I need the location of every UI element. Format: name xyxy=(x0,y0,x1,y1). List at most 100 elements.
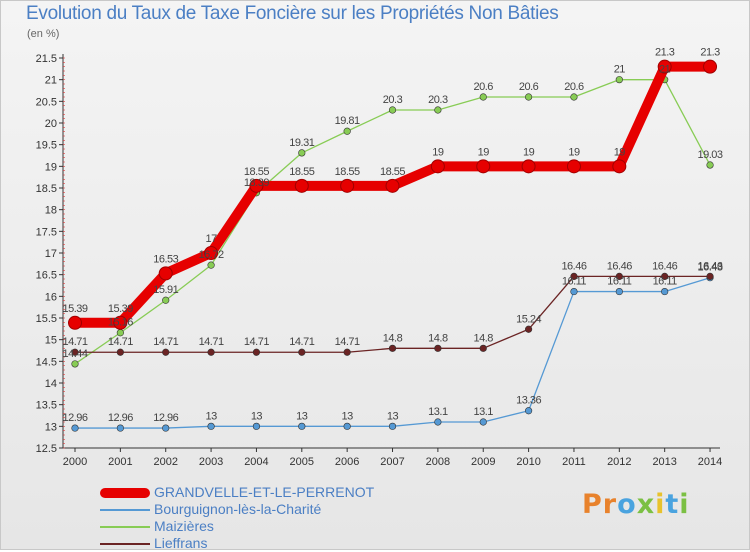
data-label: 15.91 xyxy=(153,284,178,296)
x-tick-label: 2011 xyxy=(562,456,586,468)
data-label: 19.03 xyxy=(698,149,723,161)
data-label: 19 xyxy=(614,146,626,158)
y-tick-label: 13.5 xyxy=(36,400,57,412)
data-label: 20.3 xyxy=(383,94,403,106)
x-tick-label: 2008 xyxy=(426,456,450,468)
legend-label: Lieffrans xyxy=(154,535,208,551)
logo-letter: r xyxy=(602,489,618,520)
data-label: 21.3 xyxy=(700,47,720,59)
data-point xyxy=(524,407,533,415)
data-point xyxy=(612,159,627,174)
data-point xyxy=(298,149,306,157)
data-label: 19 xyxy=(478,146,490,158)
data-point xyxy=(298,348,306,356)
data-point xyxy=(615,287,623,296)
x-tick-label: 2010 xyxy=(516,456,540,468)
data-label: 13 xyxy=(251,410,263,422)
logo-letter: P xyxy=(582,489,603,520)
data-label: 12.96 xyxy=(108,412,133,424)
y-tick-label: 13 xyxy=(45,421,57,433)
data-point xyxy=(343,422,351,430)
data-label: 13.36 xyxy=(516,395,541,407)
data-label: 14.71 xyxy=(62,336,87,348)
data-label: 18.55 xyxy=(380,166,405,178)
data-point xyxy=(388,106,397,114)
logo-letter: t xyxy=(665,489,680,520)
data-label: 19 xyxy=(432,146,444,158)
data-label: 14.71 xyxy=(199,336,224,348)
data-point xyxy=(661,287,669,296)
data-label: 20.6 xyxy=(519,81,539,93)
data-label: 12.96 xyxy=(153,412,178,424)
data-point xyxy=(68,315,82,330)
series-layer xyxy=(68,59,718,432)
y-tick-label: 17.5 xyxy=(36,226,57,238)
legend-label: Maizières xyxy=(154,518,214,534)
data-point xyxy=(476,159,491,174)
data-point xyxy=(162,296,170,304)
data-label: 13.1 xyxy=(474,406,494,418)
logo-letter: x xyxy=(636,489,656,520)
data-point xyxy=(570,272,578,281)
data-label: 18.55 xyxy=(244,166,269,178)
data-label: 15.39 xyxy=(108,303,133,315)
data-point xyxy=(252,422,261,430)
data-label: 13 xyxy=(205,410,217,422)
data-point xyxy=(430,159,445,174)
data-label: 20.3 xyxy=(428,94,448,106)
y-tick-label: 20 xyxy=(45,118,57,130)
data-label: 13 xyxy=(342,410,354,422)
x-tick-label: 2004 xyxy=(244,456,268,468)
data-point xyxy=(162,348,170,356)
series-line xyxy=(74,277,711,429)
data-point xyxy=(566,159,581,174)
data-point xyxy=(343,348,351,356)
legend-label: GRANDVELLE-ET-LE-PERRENOT xyxy=(154,484,375,500)
y-tick-label: 20.5 xyxy=(36,96,57,108)
data-point xyxy=(615,76,623,84)
data-point xyxy=(434,344,442,352)
data-point xyxy=(388,422,397,430)
data-point xyxy=(162,424,170,432)
data-label: 12.96 xyxy=(62,412,87,424)
data-point xyxy=(340,178,355,193)
y-tick-label: 21 xyxy=(45,75,57,87)
data-point xyxy=(479,418,487,426)
data-label: 16.72 xyxy=(199,249,224,261)
y-tick-label: 12.5 xyxy=(36,443,57,455)
data-label: 16.53 xyxy=(153,253,178,265)
data-label: 19.81 xyxy=(335,115,360,127)
data-point xyxy=(71,348,79,356)
data-point xyxy=(116,348,124,356)
x-tick-label: 2000 xyxy=(63,456,87,468)
data-point xyxy=(207,348,215,356)
data-point xyxy=(479,344,487,352)
data-label: 16.43 xyxy=(698,262,723,274)
data-label: 13 xyxy=(387,410,399,422)
y-tick-label: 21.5 xyxy=(36,53,57,65)
legend-swatch xyxy=(100,543,150,545)
data-label: 16.46 xyxy=(561,260,586,272)
data-point xyxy=(294,178,309,193)
x-tick-label: 2003 xyxy=(199,456,223,468)
data-label: 19.31 xyxy=(289,137,314,149)
data-label: 16.11 xyxy=(653,276,678,288)
data-label: 17 xyxy=(205,233,217,245)
data-label: 16.11 xyxy=(562,276,587,288)
data-point xyxy=(615,272,623,281)
chart-title: Evolution du Taux de Taxe Foncière sur l… xyxy=(26,3,559,24)
y-tick-label: 18 xyxy=(45,205,57,217)
x-tick-label: 2005 xyxy=(290,456,314,468)
data-label: 14.71 xyxy=(108,336,133,348)
y-axis-unit: (en %) xyxy=(27,28,60,40)
data-point xyxy=(113,315,128,330)
data-point xyxy=(343,127,351,135)
x-tick-label: 2013 xyxy=(652,456,676,468)
data-point xyxy=(657,59,672,74)
x-tick-label: 2009 xyxy=(471,456,495,468)
series-line xyxy=(74,79,711,365)
x-tick-label: 2001 xyxy=(108,456,132,468)
data-point xyxy=(524,325,533,333)
data-point xyxy=(252,348,261,356)
data-label: 13.1 xyxy=(428,406,448,418)
